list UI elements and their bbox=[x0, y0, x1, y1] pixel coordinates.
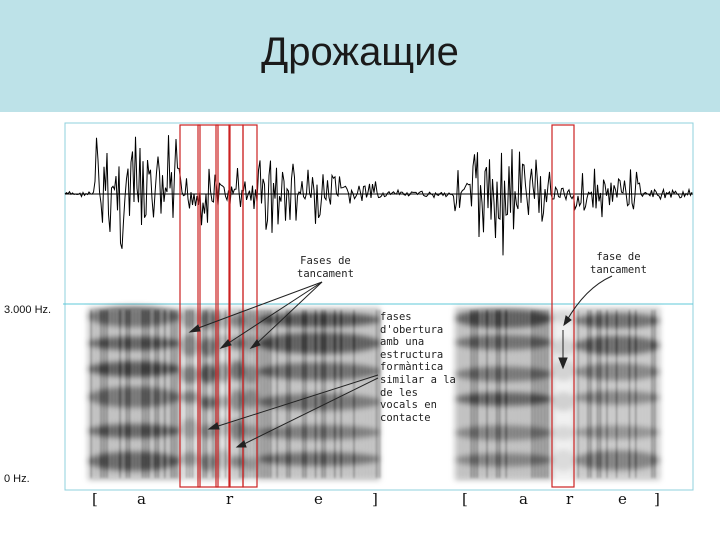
arrows-obertura bbox=[207, 374, 379, 448]
highlight-box bbox=[179, 124, 201, 488]
transcription-symbol: ] bbox=[372, 490, 378, 508]
transcription-symbol: a bbox=[519, 490, 528, 508]
highlight-box bbox=[197, 124, 219, 488]
highlight-box bbox=[215, 124, 231, 488]
transcription-symbol: e bbox=[618, 490, 627, 508]
annotation-fases-obertura: fases d'obertura amb una estructura form… bbox=[380, 311, 456, 424]
annotation-fases-tancament: Fases de tancament bbox=[297, 255, 354, 280]
transcription-symbol: [ bbox=[92, 490, 98, 508]
transcription-symbol: ] bbox=[654, 490, 660, 508]
transcription-symbol: r bbox=[226, 490, 234, 508]
waveform bbox=[64, 135, 693, 256]
freq-top-label: 3.000 Hz. bbox=[4, 304, 52, 316]
arrows-tancament bbox=[188, 281, 323, 349]
title-band: Дрожащие bbox=[0, 0, 720, 112]
transcription-symbol: a bbox=[137, 490, 146, 508]
highlight-box bbox=[551, 124, 575, 488]
transcription-symbol: [ bbox=[462, 490, 468, 508]
arrow-fase-tancament bbox=[558, 275, 613, 370]
transcription-symbol: e bbox=[314, 490, 323, 508]
transcription-symbol: r bbox=[566, 490, 574, 508]
annotation-fase-tancament: fase de tancament bbox=[590, 251, 647, 276]
slide-title: Дрожащие bbox=[261, 30, 459, 74]
freq-bottom-label: 0 Hz. bbox=[4, 473, 30, 485]
